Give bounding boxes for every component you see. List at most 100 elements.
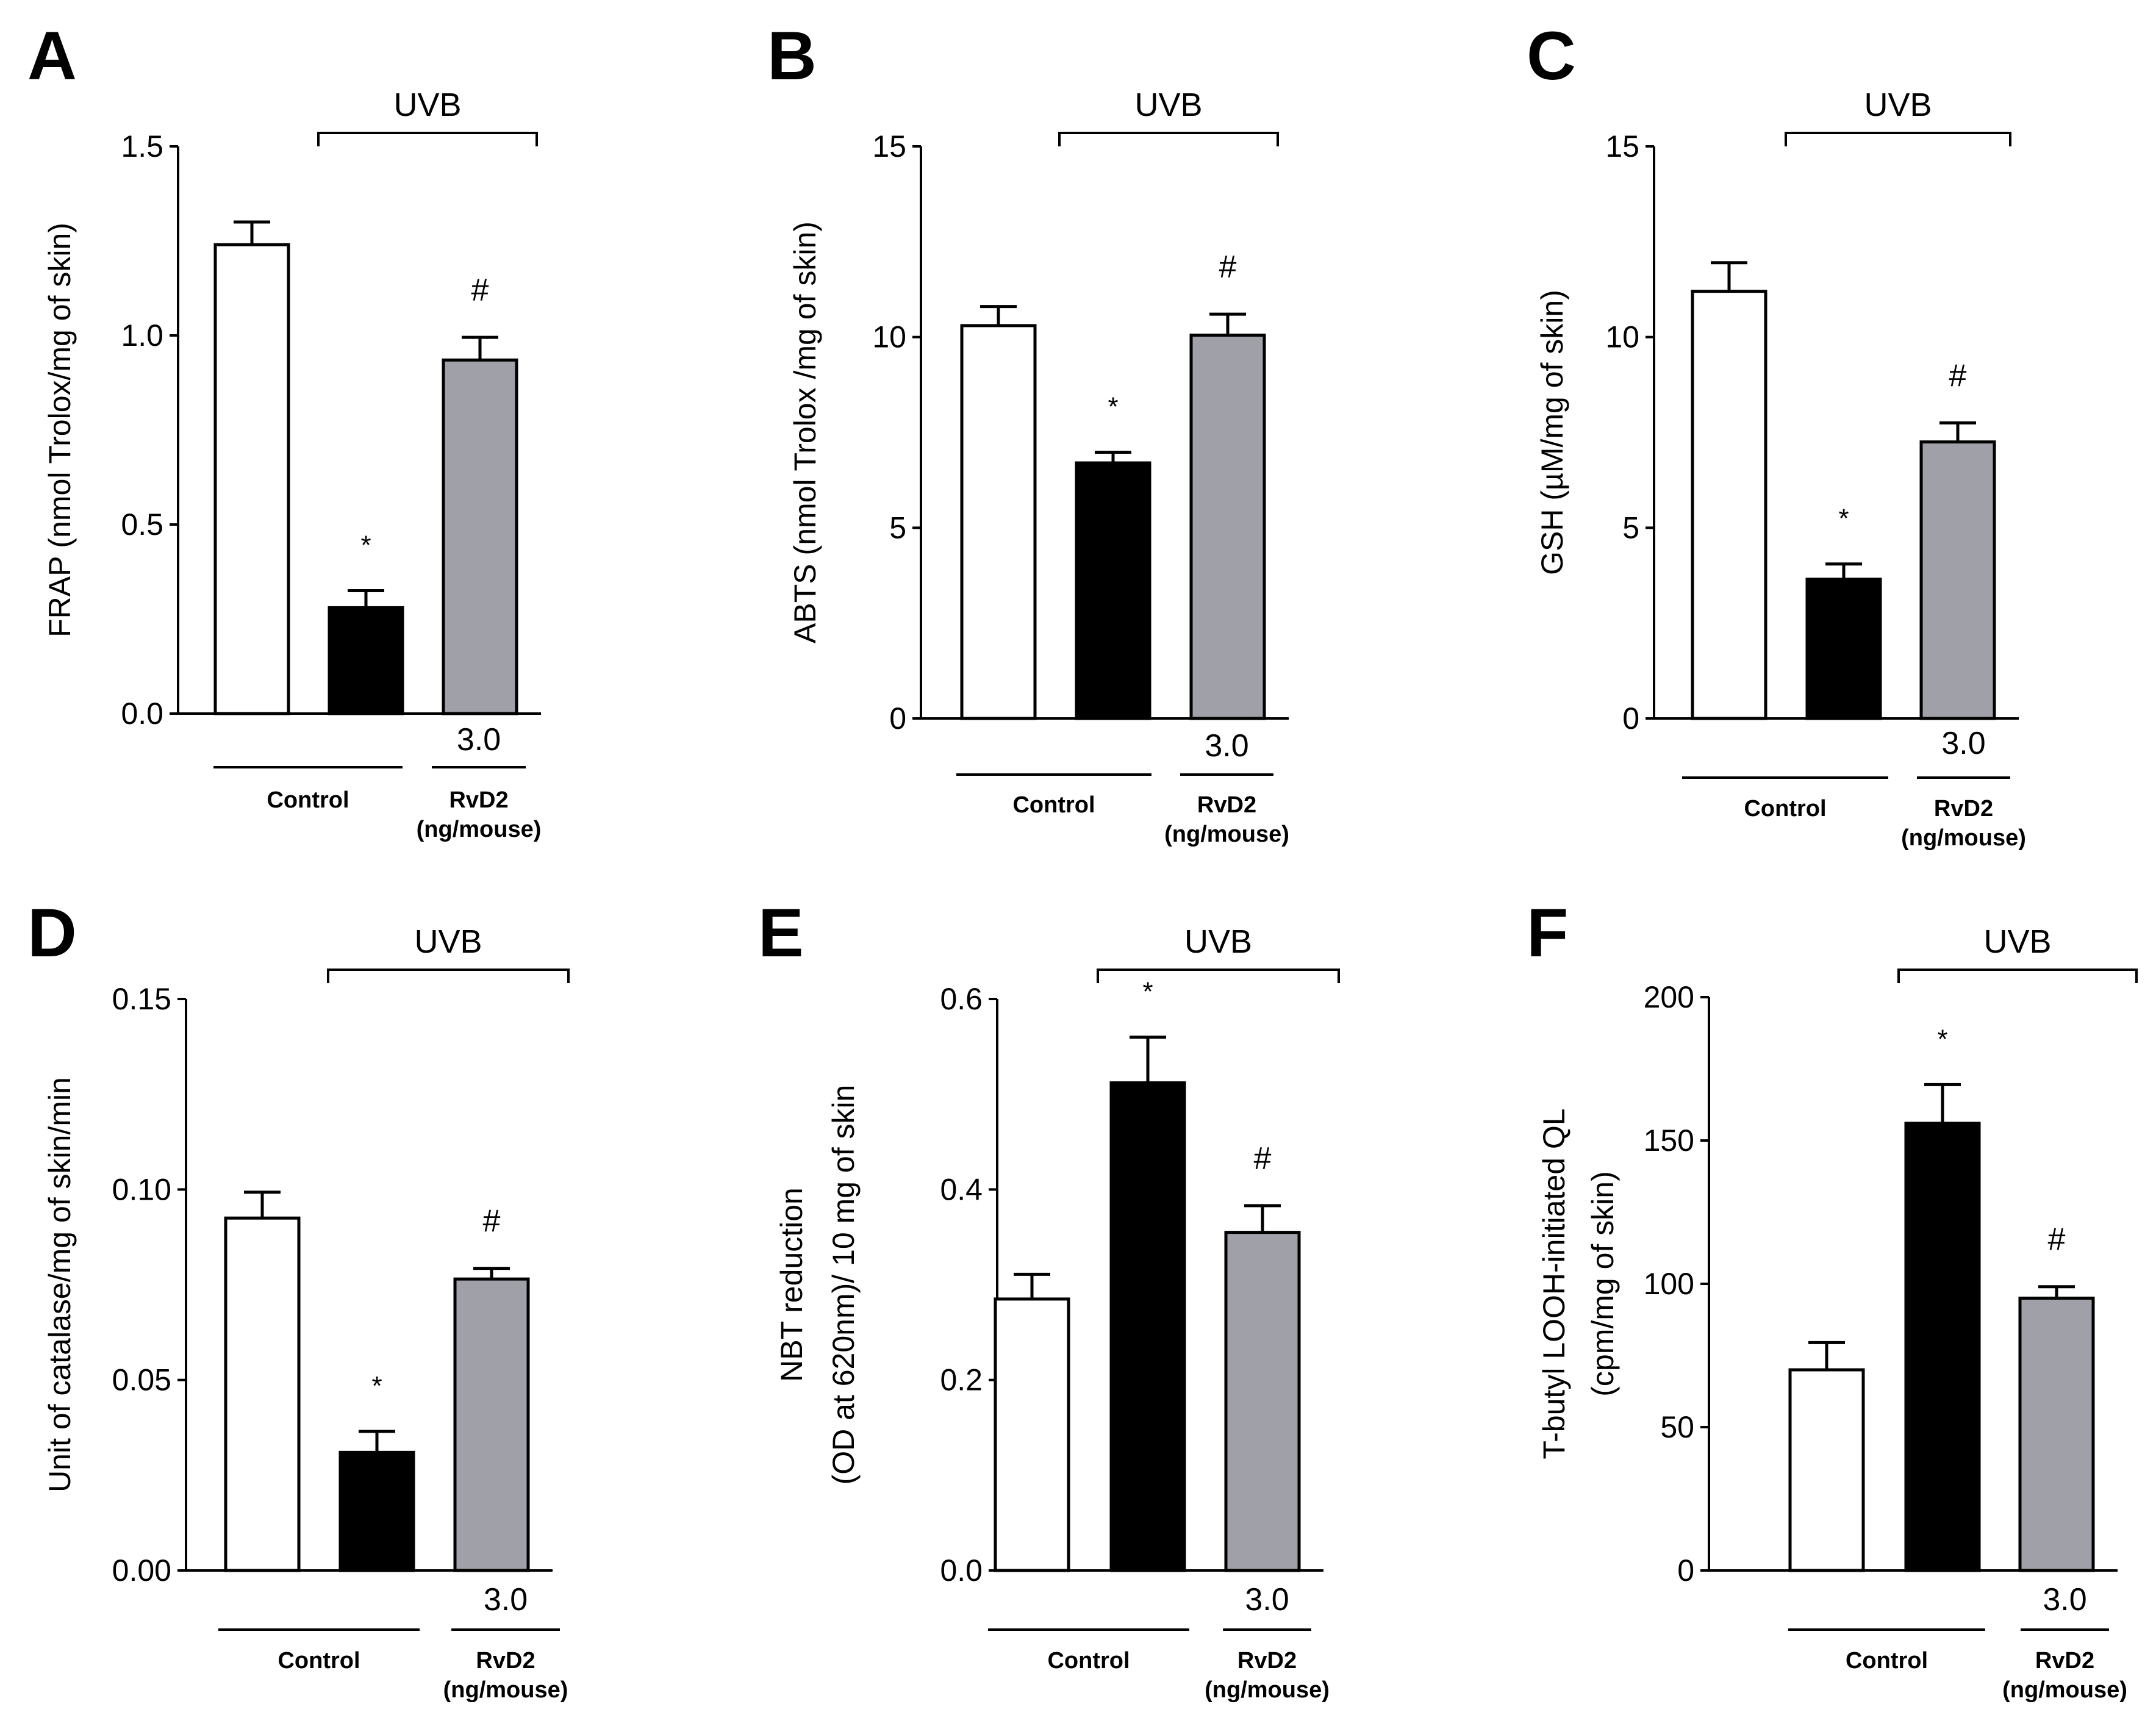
y-tick-label: 0 [889, 701, 906, 736]
y-tick-label: 10 [1605, 320, 1639, 354]
panel-label: A [27, 18, 77, 94]
dose-label: 3.0 [1941, 726, 1985, 761]
uvb-label: UVB [393, 87, 461, 123]
uvb-bracket [1785, 132, 2011, 146]
bar-2 [338, 1450, 415, 1572]
significance-mark: * [1937, 1024, 1947, 1054]
y-tick-label: 5 [1622, 510, 1639, 545]
bar-2 [1805, 578, 1882, 720]
significance-mark: * [371, 1371, 382, 1401]
treatment-label: (ng/mouse) [1205, 1677, 1330, 1703]
bar-1 [1691, 290, 1767, 720]
panel-label: F [1527, 895, 1568, 971]
panel-label: B [767, 18, 817, 94]
y-tick-label: 10 [872, 320, 906, 354]
bar-1 [213, 243, 290, 715]
significance-mark: # [2048, 1222, 2066, 1258]
bar-3 [1224, 1231, 1301, 1572]
treatment-label: (ng/mouse) [443, 1677, 568, 1703]
y-tick-label: 5 [889, 510, 906, 545]
bar-2 [1109, 1081, 1186, 1572]
significance-mark: # [483, 1204, 501, 1239]
control-label: Control [1047, 1648, 1130, 1674]
dose-label: 3.0 [2043, 1582, 2086, 1617]
panel-label: C [1527, 18, 1576, 94]
y-axis-label: (OD at 620nm)/ 10 mg of skin [826, 1085, 861, 1485]
y-axis-label: Unit of catalase/mg of skin/min [43, 1077, 77, 1492]
bar-1 [960, 324, 1037, 720]
treatment-label: RvD2 [1197, 792, 1256, 818]
bar-3 [1189, 334, 1266, 720]
y-tick-label: 100 [1644, 1267, 1694, 1301]
bar-3 [1919, 440, 1996, 720]
y-axis-label: NBT reduction [775, 1187, 809, 1382]
panel-C: C 0 5 10 15 GSH (µM/mg of skin) * # UVB 3.0 Contro… [1527, 18, 2026, 851]
y-tick-label: 0.6 [940, 982, 983, 1016]
significance-mark: # [1219, 249, 1237, 285]
y-tick-label: 0.10 [112, 1172, 171, 1206]
treatment-label: (ng/mouse) [417, 817, 542, 842]
bar-1 [1788, 1368, 1865, 1572]
y-tick-label: 0 [1677, 1553, 1694, 1588]
y-tick-label: 0.4 [940, 1172, 983, 1206]
dose-label: 3.0 [484, 1582, 528, 1617]
panel-A: A 0.0 0.5 1.0 1.5 FRAP (nmol Trolox/mg of ski… [27, 18, 541, 842]
bar-2 [1904, 1122, 1981, 1572]
y-tick-label: 0 [1622, 701, 1639, 736]
significance-mark: * [1108, 392, 1118, 422]
uvb-label: UVB [1983, 923, 2051, 960]
y-tick-label: 0.5 [121, 507, 163, 542]
significance-mark: # [1949, 358, 1967, 393]
bar-1 [224, 1216, 301, 1572]
uvb-label: UVB [1134, 87, 1202, 123]
uvb-label: UVB [1184, 923, 1252, 960]
y-axis-label: GSH (µM/mg of skin) [1535, 290, 1569, 575]
treatment-label: RvD2 [2035, 1648, 2094, 1674]
y-tick-label: 15 [1605, 129, 1639, 163]
significance-mark: # [471, 273, 489, 308]
treatment-label: RvD2 [1237, 1648, 1297, 1674]
bar-2 [328, 606, 404, 715]
significance-mark: # [1254, 1141, 1272, 1176]
uvb-label: UVB [1864, 87, 1932, 123]
y-axis-label: ABTS (nmol Trolox /mg of skin) [788, 221, 822, 643]
control-label: Control [1744, 796, 1826, 822]
significance-mark: * [1838, 504, 1849, 534]
y-tick-label: 0.15 [112, 982, 171, 1016]
control-label: Control [1846, 1648, 1928, 1674]
panel-B: B 0 5 10 15 ABTS (nmol Trolox /mg of skin) * # U… [767, 18, 1289, 847]
control-label: Control [278, 1648, 360, 1674]
y-tick-label: 0.2 [940, 1363, 983, 1397]
dose-label: 3.0 [1205, 728, 1248, 764]
y-tick-label: 0.0 [940, 1553, 983, 1588]
uvb-bracket [327, 969, 570, 983]
uvb-bracket [1897, 969, 2138, 983]
significance-mark: * [1142, 976, 1153, 1006]
y-tick-label: 1.0 [121, 318, 163, 353]
treatment-label: RvD2 [449, 787, 508, 813]
significance-mark: * [360, 531, 371, 560]
panel-D: D 0.00 0.05 0.10 0.15 Unit of catalase/mg of … [27, 895, 570, 1703]
uvb-label: UVB [414, 923, 482, 960]
y-axis-label: T-butyl LOOH-initiated QL [1537, 1108, 1571, 1459]
uvb-bracket [1097, 969, 1340, 983]
control-label: Control [1012, 792, 1095, 818]
y-tick-label: 15 [872, 129, 906, 163]
y-tick-label: 0.00 [112, 1553, 171, 1588]
y-axis-label: FRAP (nmol Trolox/mg of skin) [43, 223, 77, 637]
bar-3 [453, 1277, 530, 1572]
y-tick-label: 0.0 [121, 696, 163, 731]
treatment-label: RvD2 [476, 1648, 535, 1674]
dose-label: 3.0 [457, 722, 501, 757]
control-label: Control [267, 787, 349, 813]
uvb-bracket [1058, 132, 1279, 146]
panel-E: E 0.0 0.2 0.4 0.6 NBT reduction (OD at 620nm)/… [758, 895, 1340, 1703]
panel-label: D [27, 895, 77, 971]
uvb-bracket [317, 132, 538, 146]
treatment-label: (ng/mouse) [1164, 822, 1289, 847]
bar-3 [442, 358, 518, 715]
treatment-label: (ng/mouse) [1901, 825, 2026, 851]
panel-label: E [758, 895, 804, 971]
treatment-label: (ng/mouse) [2002, 1677, 2127, 1703]
